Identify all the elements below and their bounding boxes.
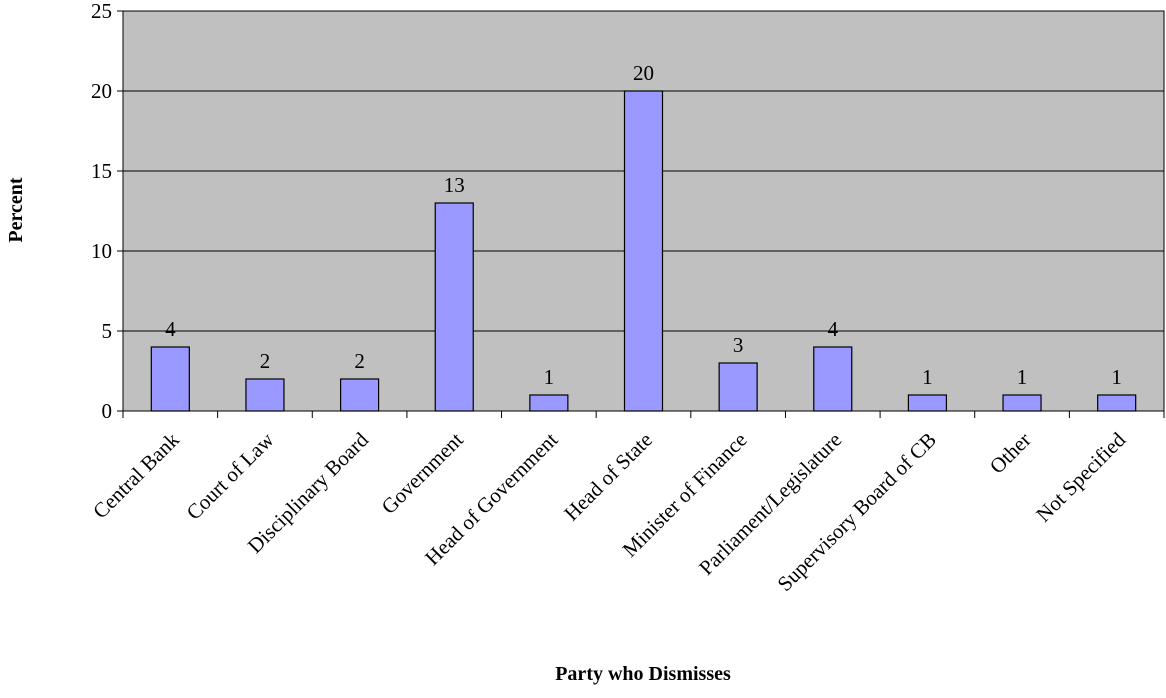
- x-tick-label: Central Bank: [88, 427, 184, 523]
- data-labels: 4 2 2 13 1 20 3 4 1 1 1: [165, 61, 1122, 389]
- bar: [1002, 394, 1042, 412]
- data-label: 1: [1111, 365, 1122, 389]
- x-tick-label: Head of State: [559, 428, 657, 526]
- y-axis-ticks: 0 5 10 15 20 25: [91, 0, 124, 423]
- data-label: 1: [922, 365, 933, 389]
- data-label: 2: [260, 349, 271, 373]
- bar: [245, 378, 285, 412]
- data-label: 1: [1017, 365, 1028, 389]
- x-tick-label: Government: [377, 427, 468, 518]
- x-tick-label: Not Specified: [1031, 427, 1130, 526]
- data-label: 3: [733, 333, 744, 357]
- data-label: 20: [633, 61, 654, 85]
- x-tick-label: Supervisory Board of CB: [773, 428, 941, 596]
- y-tick-label: 0: [102, 399, 113, 423]
- data-label: 4: [828, 317, 839, 341]
- bar: [718, 362, 758, 412]
- y-tick-label: 10: [91, 239, 112, 263]
- x-axis-title: Party who Dismisses: [555, 663, 731, 685]
- x-tick-label: Court of Law: [182, 427, 280, 525]
- bar: [907, 394, 948, 412]
- bar: [434, 202, 474, 412]
- y-tick-label: 25: [91, 0, 112, 23]
- bar: [1097, 394, 1137, 412]
- data-label: 2: [354, 349, 365, 373]
- y-tick-label: 20: [91, 79, 112, 103]
- bar: [339, 378, 380, 412]
- bar: [150, 346, 190, 412]
- data-label: 13: [444, 173, 465, 197]
- bar: [623, 90, 664, 412]
- y-axis-title: Percent: [5, 177, 27, 242]
- x-tick-label: Other: [985, 428, 1036, 479]
- bar: [529, 394, 569, 412]
- y-tick-label: 15: [91, 159, 112, 183]
- y-tick-label: 5: [102, 319, 113, 343]
- bar: [813, 346, 853, 412]
- bars: [150, 90, 1137, 412]
- data-label: 1: [544, 365, 555, 389]
- data-label: 4: [165, 317, 176, 341]
